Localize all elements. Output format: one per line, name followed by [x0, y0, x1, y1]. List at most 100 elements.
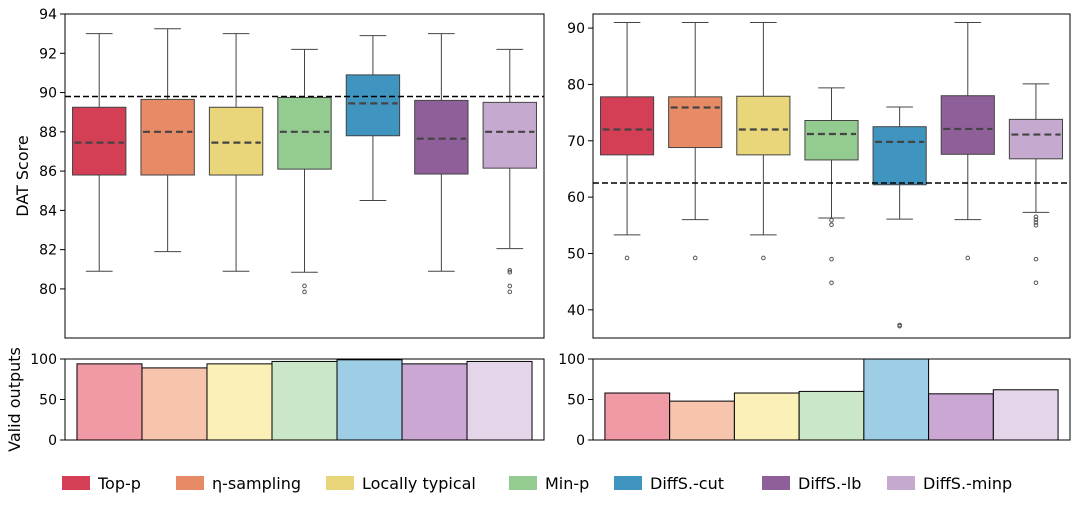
outlier	[302, 289, 307, 295]
y-tick-label-0-6: 92	[39, 46, 57, 62]
bar-3-5	[928, 393, 994, 441]
outlier	[829, 217, 834, 223]
box-body	[668, 96, 723, 149]
bar-2-6	[466, 360, 533, 441]
bar-3-0	[604, 392, 671, 441]
y-tick-label-3-2: 100	[558, 352, 585, 368]
box-body	[482, 101, 537, 169]
bar-3-4	[863, 358, 930, 441]
legend-label: Min-p	[545, 474, 589, 493]
box-body	[599, 96, 655, 156]
outlier	[507, 289, 513, 295]
outlier	[965, 255, 971, 261]
outlier	[624, 255, 630, 261]
legend-swatch	[762, 476, 790, 490]
y-tick-label-3-0: 0	[576, 433, 585, 449]
legend-item-0: Top-p	[62, 474, 141, 493]
legend-item-2: Locally typical	[326, 474, 476, 493]
outlier	[1033, 214, 1039, 220]
plot-frame-1	[592, 13, 1071, 339]
box-body	[940, 95, 995, 155]
bar-2-0	[76, 363, 143, 441]
box-0-4	[345, 35, 401, 202]
outlier	[507, 267, 513, 273]
box-1-2	[736, 21, 791, 261]
legend-swatch	[614, 476, 642, 490]
legend-item-6: DiffS.-minp	[887, 474, 1012, 493]
y-tick-label-1-3: 70	[567, 134, 585, 150]
legend-item-1: η-sampling	[176, 474, 301, 493]
y-axis-label-2: Valid outputs	[5, 347, 24, 452]
legend-label: Top-p	[97, 474, 141, 493]
bar-3-6	[992, 389, 1059, 441]
legend-item-3: Min-p	[509, 474, 589, 493]
legend-swatch	[887, 476, 915, 490]
y-tick-label-2-2: 100	[30, 352, 57, 368]
box-1-3	[804, 87, 859, 286]
box-1-5	[940, 21, 995, 261]
outlier	[897, 323, 902, 329]
legend-label: η-sampling	[212, 474, 301, 493]
bar-3-1	[669, 400, 735, 441]
y-tick-label-1-1: 50	[567, 246, 585, 262]
legend-label: Locally typical	[362, 474, 476, 493]
box-1-1	[668, 21, 723, 261]
box-0-3	[277, 48, 332, 295]
outlier	[1033, 256, 1039, 262]
outlier	[829, 280, 834, 286]
y-tick-label-0-0: 80	[39, 282, 57, 298]
outlier	[829, 256, 834, 262]
box-body	[140, 98, 195, 176]
y-tick-label-1-2: 60	[567, 190, 585, 206]
legend-label: DiffS.-lb	[798, 474, 861, 493]
box-body	[872, 126, 927, 186]
y-tick-label-2-1: 50	[39, 393, 57, 409]
outlier	[1033, 217, 1039, 222]
legend-item-4: DiffS.-cut	[614, 474, 724, 493]
bar-2-3	[271, 360, 338, 441]
legend-swatch	[509, 476, 537, 490]
bar-2-4	[336, 359, 403, 441]
bar-2-5	[401, 363, 468, 441]
legend-label: DiffS.-cut	[650, 474, 724, 493]
legend-swatch	[326, 476, 354, 490]
y-tick-label-1-5: 90	[567, 21, 585, 37]
plot-frame-2	[64, 358, 545, 441]
outlier	[692, 255, 698, 261]
bar-3-2	[733, 392, 800, 441]
y-tick-label-0-2: 84	[39, 203, 57, 219]
box-body	[736, 95, 791, 156]
y-tick-label-0-1: 82	[39, 243, 57, 259]
box-0-0	[72, 33, 127, 272]
bar-2-1	[141, 367, 208, 441]
y-tick-label-0-5: 90	[39, 86, 57, 102]
box-1-6	[1008, 83, 1064, 286]
box-1-0	[599, 21, 655, 261]
outlier	[1033, 220, 1039, 225]
plot-frame-0	[64, 13, 545, 339]
y-tick-label-3-1: 50	[567, 393, 585, 409]
box-body	[1008, 118, 1064, 160]
y-tick-label-0-7: 94	[39, 7, 57, 23]
box-body	[277, 96, 332, 170]
box-body	[804, 119, 859, 161]
y-tick-label-1-4: 80	[567, 77, 585, 93]
legend-swatch	[62, 476, 90, 490]
y-axis-label-0: DAT Score	[13, 135, 32, 216]
legend-swatch	[176, 476, 204, 490]
box-body	[345, 74, 401, 137]
box-0-2	[208, 33, 264, 272]
outlier	[1033, 280, 1039, 286]
box-0-5	[414, 33, 469, 272]
outlier	[507, 283, 513, 289]
outlier	[302, 283, 307, 289]
outlier	[761, 255, 766, 261]
bar-2-2	[206, 363, 273, 441]
outlier	[829, 222, 834, 228]
box-0-6	[482, 48, 537, 295]
box-0-1	[140, 28, 195, 253]
box-1-4	[872, 106, 927, 329]
box-body	[72, 106, 127, 176]
outlier	[507, 269, 513, 275]
